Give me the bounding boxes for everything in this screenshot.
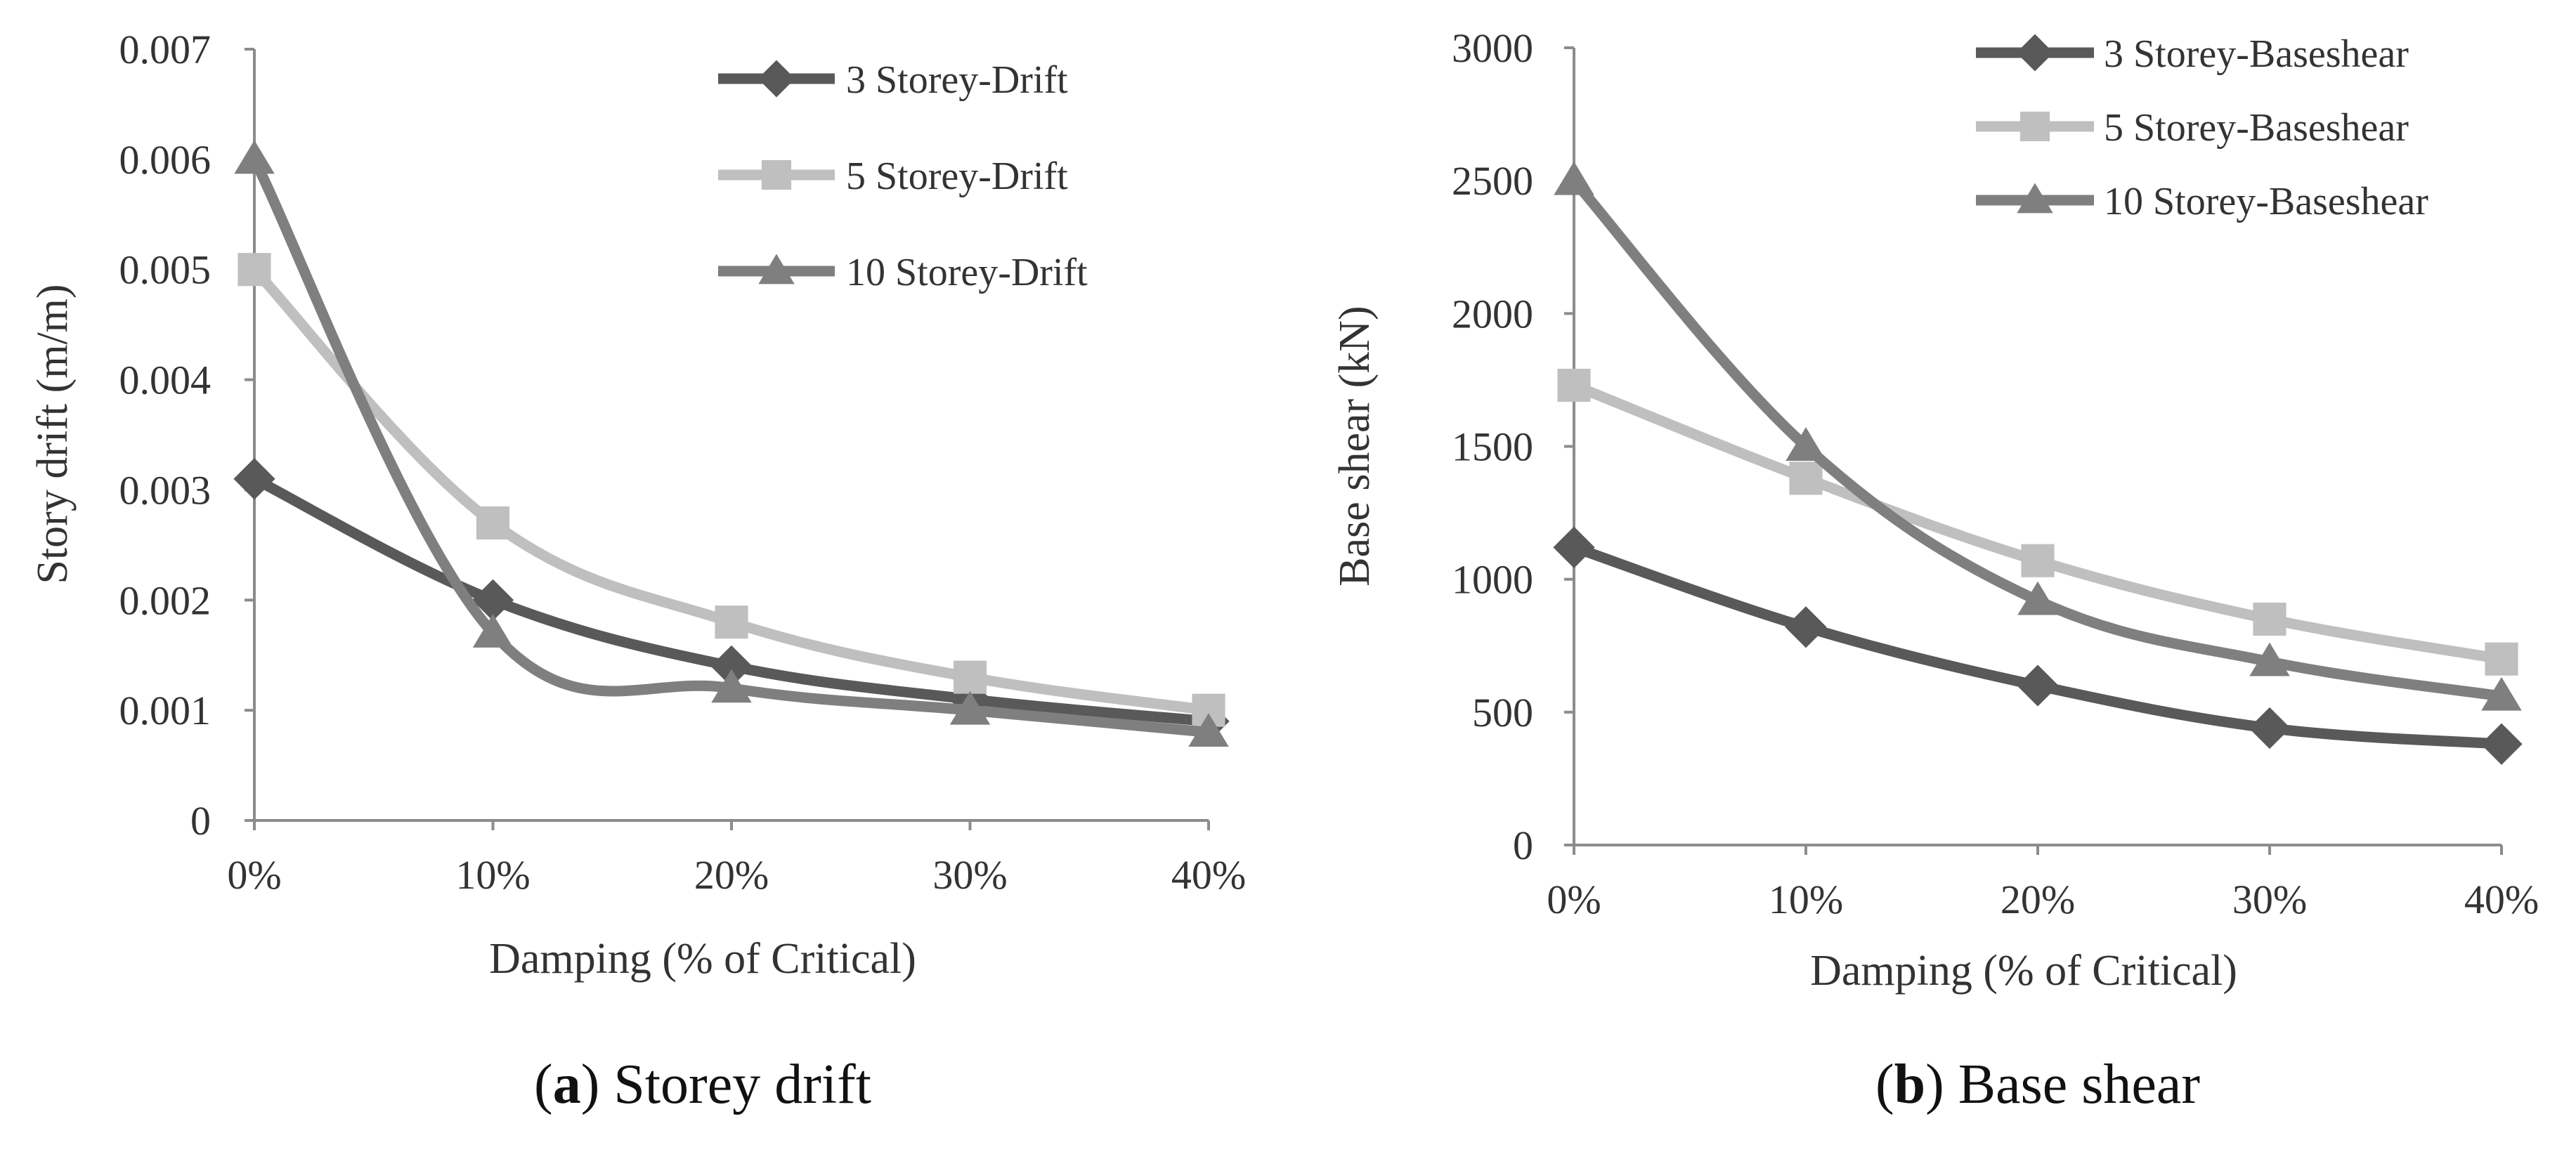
x-tick-label: 30% — [2232, 877, 2307, 922]
x-tick-label: 10% — [1769, 877, 1843, 922]
caption-paren-open: ( — [1875, 1054, 1894, 1115]
data-point — [1554, 161, 1594, 195]
legend-entry: 3 Storey-Drift — [718, 58, 1068, 102]
legend-label: 3 Storey-Baseshear — [2104, 32, 2409, 76]
y-tick-label: 0.007 — [119, 27, 212, 72]
y-tick-label: 0 — [190, 798, 211, 844]
x-axis-label: Damping (% of Critical) — [1810, 947, 2237, 995]
data-point — [710, 645, 753, 688]
legend-label: 10 Storey-Drift — [846, 251, 1088, 294]
x-tick-label: 30% — [932, 852, 1007, 898]
data-point — [476, 506, 510, 540]
series-line — [249, 264, 1214, 716]
series-line — [249, 154, 1214, 738]
y-tick-label: 2500 — [1452, 158, 1533, 204]
caption-letter: b — [1894, 1054, 1926, 1115]
data-point — [2249, 642, 2290, 676]
y-tick-label: 0.006 — [119, 137, 212, 183]
figure-caption: (b) Base shear — [1875, 1054, 2200, 1115]
data-point — [471, 579, 514, 621]
series-10-storey-drift — [234, 140, 1229, 747]
legend-marker — [757, 60, 795, 98]
data-point — [1553, 526, 1595, 568]
series-5-storey-drift — [238, 253, 1225, 727]
data-point — [711, 669, 752, 703]
series-3-storey-baseshear — [1553, 526, 2523, 765]
x-axis-label: Damping (% of Critical) — [489, 935, 916, 983]
data-point — [2021, 544, 2055, 577]
legend-label: 5 Storey-Drift — [846, 155, 1068, 198]
chart-base-shear: 0 500 1000 1500 2000 2500 3000 0% 10% 20% 30% 40% Da… — [1331, 25, 2539, 1115]
data-point — [2480, 723, 2523, 765]
caption-letter: a — [553, 1054, 581, 1115]
series-line — [1568, 175, 2507, 702]
series-10-storey-baseshear — [1554, 161, 2522, 711]
data-point — [2249, 707, 2291, 750]
x-tick-label: 20% — [694, 852, 769, 898]
y-tick-label: 500 — [1472, 690, 1533, 735]
x-tick-label: 0% — [1547, 877, 1601, 922]
data-point — [472, 613, 514, 648]
y-tick-label: 0.002 — [119, 577, 212, 623]
legend-label: 3 Storey-Drift — [846, 58, 1068, 102]
legend-marker — [2017, 183, 2053, 214]
data-point — [2017, 581, 2058, 615]
x-tick-label: 40% — [1171, 852, 1246, 898]
data-point — [2253, 602, 2286, 636]
data-point — [238, 253, 271, 287]
y-tick-label: 0.004 — [119, 358, 212, 403]
data-point — [2017, 665, 2059, 707]
y-tick-label: 3000 — [1452, 25, 1533, 71]
y-tick-label: 2000 — [1452, 291, 1533, 336]
y-tick-label: 0 — [1513, 823, 1533, 868]
legend-marker — [2019, 111, 2050, 142]
x-tick-label: 10% — [455, 852, 530, 898]
caption-text: Base shear — [1944, 1054, 2200, 1115]
legend-label: 5 Storey-Baseshear — [2104, 106, 2409, 150]
series-5-storey-baseshear — [1557, 368, 2518, 676]
chart-storey-drift: 0 0.001 0.002 0.003 0.004 0.005 0.006 0.007 0% 10… — [29, 27, 1246, 1115]
data-point — [234, 140, 275, 174]
x-tick-label: 0% — [227, 852, 281, 898]
data-point — [1785, 427, 1826, 462]
legend-entry: 10 Storey-Drift — [718, 251, 1088, 294]
caption-text: Storey drift — [599, 1054, 871, 1115]
legend-entry: 5 Storey-Drift — [718, 155, 1068, 198]
data-point — [1785, 606, 1827, 648]
caption-paren-open: ( — [534, 1054, 553, 1115]
y-tick-label: 1000 — [1452, 557, 1533, 603]
legend-marker — [758, 254, 795, 284]
legend-marker — [761, 159, 792, 190]
y-tick-label: 1500 — [1452, 424, 1533, 470]
legend-marker — [2016, 34, 2054, 72]
legend-label: 10 Storey-Baseshear — [2104, 180, 2428, 223]
y-axis-label: Story drift (m/m) — [29, 284, 77, 584]
y-tick-label: 0.003 — [119, 467, 212, 513]
caption-paren-close: ) — [581, 1054, 600, 1115]
data-point — [949, 690, 991, 725]
data-point — [2485, 642, 2518, 676]
data-point — [1789, 462, 1823, 495]
figure-caption: (a) Storey drift — [534, 1054, 871, 1115]
x-tick-label: 40% — [2464, 877, 2539, 922]
legend-entry: 3 Storey-Baseshear — [1976, 32, 2409, 76]
y-tick-label: 0.005 — [119, 247, 212, 293]
data-point — [1557, 368, 1591, 402]
series-line — [1568, 379, 2507, 665]
x-tick-label: 20% — [2001, 877, 2075, 922]
data-point — [233, 458, 275, 500]
caption-paren-close: ) — [1925, 1054, 1944, 1115]
data-point — [2481, 676, 2522, 711]
data-point — [715, 606, 748, 639]
data-point — [1188, 713, 1229, 747]
y-tick-label: 0.001 — [119, 688, 212, 733]
y-axis-label: Base shear (kN) — [1331, 306, 1379, 586]
data-point — [953, 660, 987, 694]
legend-entry: 5 Storey-Baseshear — [1976, 106, 2409, 150]
legend-entry: 10 Storey-Baseshear — [1976, 180, 2428, 223]
